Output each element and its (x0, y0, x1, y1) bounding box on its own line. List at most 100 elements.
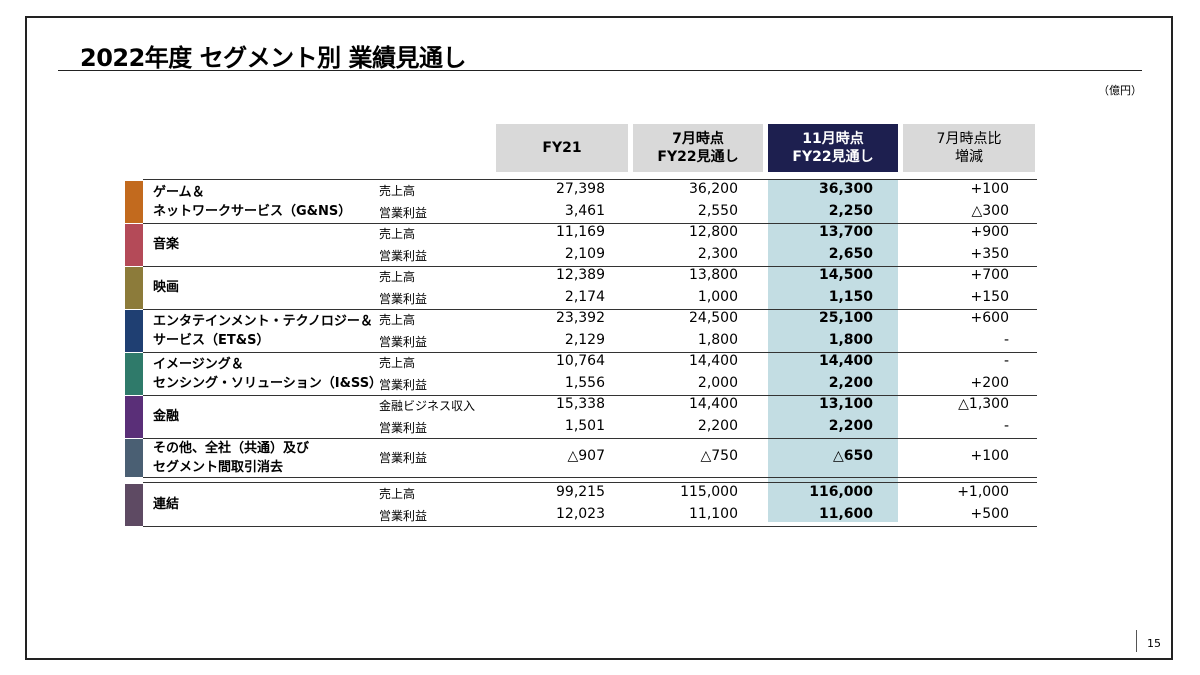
value-fy21: 15,338 (556, 396, 605, 412)
value-fy21: 2,174 (564, 288, 605, 305)
segment-color-bar (125, 224, 143, 266)
value-change: +1,000 (957, 484, 1009, 500)
segment-name: イメージング＆ センシング・ソリューション（I&SS） (153, 355, 382, 393)
value-change: +200 (970, 374, 1009, 391)
header-fy21-label: FY21 (542, 140, 582, 156)
value-july-forecast: 24,500 (689, 310, 738, 326)
value-fy21: 10,764 (556, 353, 605, 369)
segment-block: 映画 売上高 12,389 13,800 14,500 +700 営業利益 2,174 1,00… (125, 266, 1037, 310)
value-november-forecast: 1,800 (828, 331, 873, 348)
row-separator (143, 438, 1037, 439)
row-separator (143, 309, 1037, 310)
segment-name-line1: 音楽 (153, 236, 180, 252)
header-november-line1: 11月時点 (802, 131, 864, 147)
segment-color-bar (125, 396, 143, 438)
page-number: 15 (1147, 637, 1161, 650)
value-change: △1,300 (958, 396, 1009, 412)
segment-color-bar (125, 484, 143, 526)
segment-name: 金融 (153, 407, 179, 426)
value-november-forecast: △650 (833, 447, 873, 464)
table-row: 営業利益 12,023 11,100 11,600 +500 (125, 505, 1037, 526)
value-july-forecast: 2,300 (697, 245, 738, 262)
value-november-forecast: 36,300 (818, 181, 873, 197)
value-november-forecast: 14,400 (818, 353, 873, 369)
table-row: 営業利益 1,501 2,200 2,200 - (125, 417, 1037, 438)
table-row: 売上高 23,392 24,500 25,100 +600 (125, 309, 1037, 330)
value-july-forecast: 2,200 (697, 417, 738, 434)
row-separator (143, 477, 1037, 478)
segment-name: エンタテインメント・テクノロジー＆ サービス（ET&S） (153, 312, 373, 350)
metric-label: 売上高 (379, 227, 416, 241)
table-row: 金融ビジネス収入 15,338 14,400 13,100 △1,300 (125, 395, 1037, 416)
value-november-forecast: 116,000 (809, 484, 873, 500)
metric-label: 売上高 (379, 313, 416, 327)
segment-name-line1: イメージング＆ (153, 356, 244, 372)
value-july-forecast: 13,800 (689, 267, 738, 283)
segment-name: 映画 (153, 278, 179, 297)
value-july-forecast: 1,800 (697, 331, 738, 348)
value-july-forecast: 14,400 (689, 353, 738, 369)
value-fy21: 99,215 (556, 484, 605, 500)
header-change-vs-july: 7月時点比 増減 (903, 124, 1035, 172)
header-november-forecast: 11月時点 FY22見通し (768, 124, 898, 172)
unit-label: （億円） (1098, 84, 1142, 97)
value-fy21: 12,389 (556, 267, 605, 283)
value-fy21: 11,169 (556, 224, 605, 240)
segment-name-line1: 金融 (153, 408, 180, 424)
november-column-highlight (768, 179, 898, 522)
table-row: 売上高 10,764 14,400 14,400 - (125, 352, 1037, 373)
metric-label: 営業利益 (379, 334, 428, 349)
value-fy21: 23,392 (556, 310, 605, 326)
metric-label: 営業利益 (379, 205, 428, 220)
value-change: △300 (971, 202, 1010, 219)
value-november-forecast: 13,700 (818, 224, 873, 240)
value-fy21: 27,398 (556, 181, 605, 197)
value-change: +900 (970, 224, 1009, 240)
table-row: 売上高 11,169 12,800 13,700 +900 (125, 223, 1037, 244)
value-november-forecast: 13,100 (818, 396, 873, 412)
metric-label: 売上高 (379, 356, 416, 370)
page-title: 2022年度 セグメント別 業績見通し (80, 44, 467, 72)
segment-name-line1: 映画 (153, 279, 180, 295)
segment-block: その他、全社（共通）及び セグメント間取引消去 営業利益 △907 △750 △650 +1… (125, 438, 1037, 478)
segment-name: ゲーム＆ ネットワークサービス（G&NS） (153, 183, 351, 221)
segment-name: 連結 (153, 495, 179, 514)
table-top-rule (143, 179, 1037, 180)
value-change: +350 (970, 245, 1009, 262)
table-row: 売上高 27,398 36,200 36,300 +100 (125, 180, 1037, 201)
value-fy21: 2,109 (564, 245, 605, 262)
header-july-line1: 7月時点 (672, 131, 724, 147)
row-separator (143, 352, 1037, 353)
consolidated-block: 連結 売上高 99,215 115,000 116,000 +1,000 営業利益 12,02… (125, 483, 1037, 527)
value-july-forecast: 2,550 (697, 202, 738, 219)
slide-frame (25, 16, 1173, 660)
segment-name: その他、全社（共通）及び セグメント間取引消去 (153, 439, 309, 477)
value-fy21: 12,023 (556, 505, 605, 522)
value-fy21: △907 (567, 447, 606, 464)
segment-color-bar (125, 353, 143, 395)
table-row: 営業利益 △907 △750 △650 +100 (125, 447, 1037, 468)
table-row: 営業利益 2,174 1,000 1,150 +150 (125, 288, 1037, 309)
row-separator (143, 526, 1037, 527)
value-change: +100 (970, 447, 1009, 464)
segment-name-line1: その他、全社（共通）及び (153, 440, 310, 456)
table-row: 営業利益 2,109 2,300 2,650 +350 (125, 245, 1037, 266)
value-fy21: 2,129 (564, 331, 605, 348)
consolidated-top-rule (143, 482, 1037, 483)
value-july-forecast: 1,000 (697, 288, 738, 305)
value-change: +500 (970, 505, 1009, 522)
header-change-line2: 増減 (955, 149, 983, 165)
segment-color-bar (125, 439, 143, 477)
value-july-forecast: 14,400 (689, 396, 738, 412)
value-november-forecast: 25,100 (818, 310, 873, 326)
value-november-forecast: 2,250 (828, 202, 873, 219)
segment-block: エンタテインメント・テクノロジー＆ サービス（ET&S） 売上高 23,392 24,5… (125, 309, 1037, 353)
segment-name-line2: サービス（ET&S） (153, 332, 270, 348)
table-row: 営業利益 1,556 2,000 2,200 +200 (125, 374, 1037, 395)
segment-name-line2: ネットワークサービス（G&NS） (153, 203, 352, 219)
segment-block: イメージング＆ センシング・ソリューション（I&SS） 売上高 10,764 14,40… (125, 352, 1037, 396)
metric-label: 営業利益 (379, 450, 428, 465)
header-fy21: FY21 (496, 124, 628, 172)
segment-name-line1: 連結 (153, 496, 180, 512)
value-november-forecast: 2,200 (828, 417, 873, 434)
